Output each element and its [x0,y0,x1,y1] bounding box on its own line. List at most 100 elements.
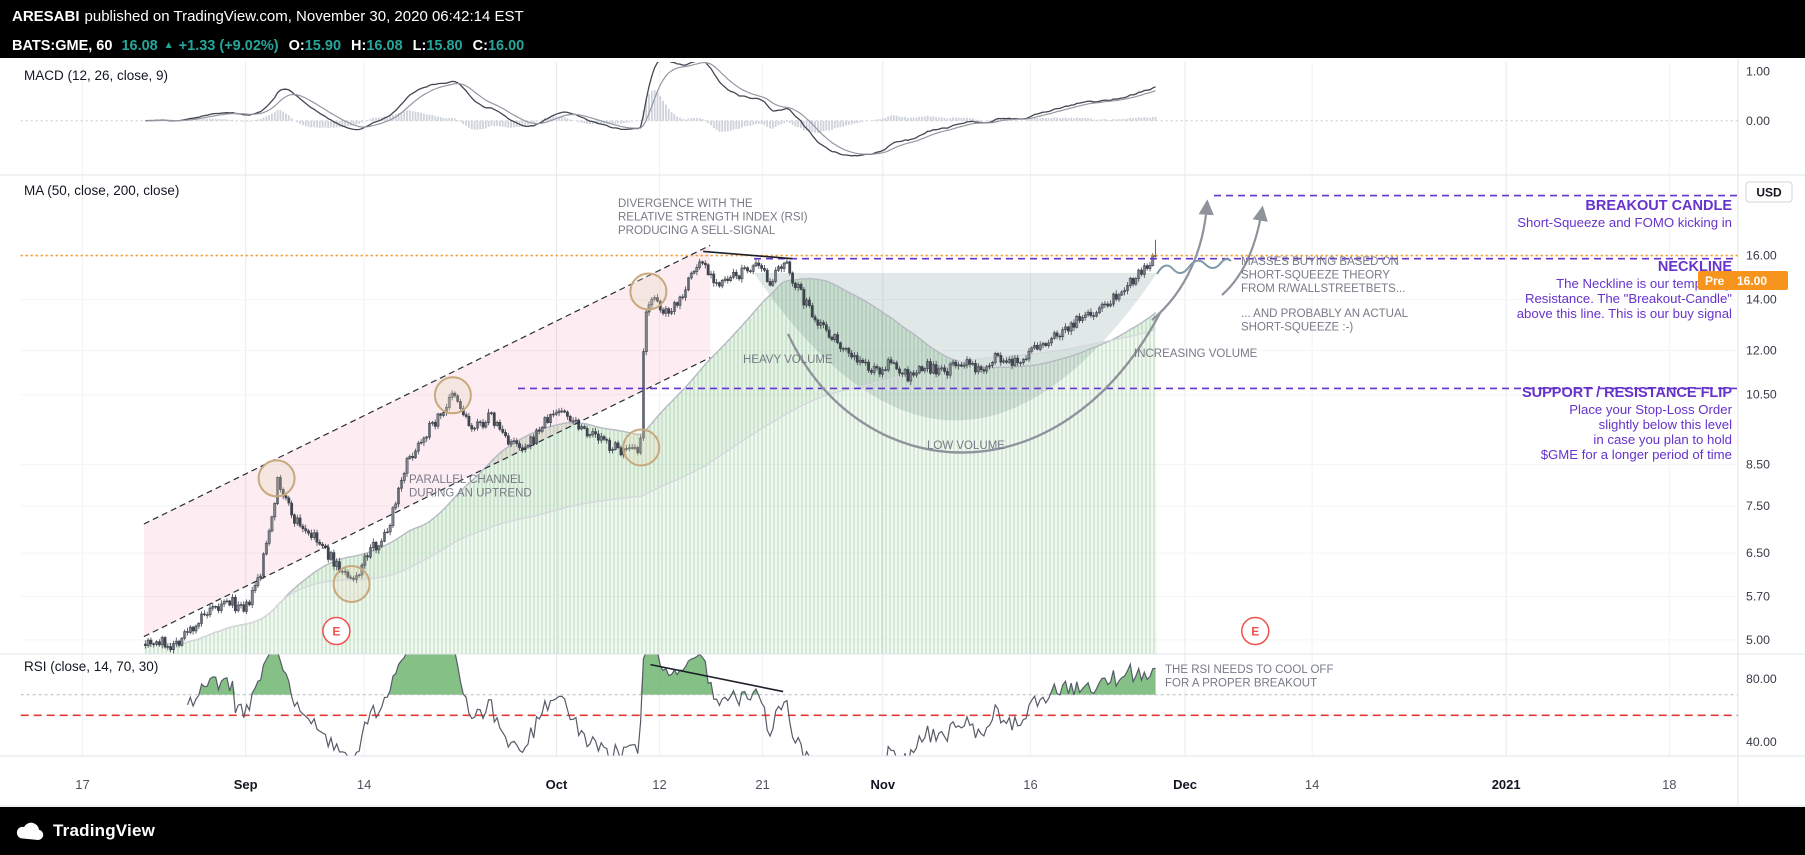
rsi-line [186,654,1156,756]
breakout-arrow-2 [1221,205,1268,296]
footer-bar: TradingView [0,807,1805,855]
handle-sketch-squiggle [1156,258,1232,275]
publish-info: published on TradingView.com, November 3… [84,8,524,25]
macd-pane[interactable] [20,60,1738,157]
price-tick-label: 5.70 [1746,590,1770,604]
macd-signal-line [145,62,1156,155]
candle-wicks [144,239,1156,654]
time-tick-label: 2021 [1492,777,1521,792]
callout-body: Place your Stop-Loss Order slightly below… [1541,402,1733,462]
macd-tick-label: 0.00 [1746,114,1770,128]
rsi-overbought-fill [187,654,1156,695]
price-tick-label: 5.00 [1746,633,1770,647]
macd-pane-title[interactable]: MACD (12, 26, close, 9) [24,68,168,83]
volume-shade-hatch [143,278,1157,654]
chart-note: PARALLEL CHANNEL DURING AN UPTREND [409,474,532,500]
price-tick-label: 7.50 [1746,499,1770,513]
premarket-badge-text: Pre 16.00 [1705,274,1767,288]
chart-note: INCREASING VOLUME [1134,348,1258,360]
rsi-pane[interactable] [20,652,1738,788]
rsi-tick-label: 80.00 [1746,672,1777,686]
price-change: +1.33 (+9.02%) [178,37,279,54]
channel-upper-line [143,244,711,525]
open-value: 15.90 [304,37,342,54]
callout-title: BREAKOUT CANDLE [1585,198,1732,214]
currency-button-frame [1745,181,1793,203]
premarket-label: Pre [1705,274,1725,288]
time-axis[interactable]: 17 Sep 14 Oct 12 21 Nov 16 Dec 14 2021 18 [75,777,1676,792]
ticker-bar: BATS:GME, 60 16.08 ▲ +1.33 (+9.02%) O: 15… [0,33,1805,58]
time-tick-label: 17 [75,777,89,792]
callout-body: Short-Squeeze and FOMO kicking in [1517,215,1732,230]
price-tick-label: 12.00 [1746,344,1777,358]
last-price: 16.08 [121,37,158,54]
low-value: 15.80 [426,37,463,54]
author-name: ARESABI [12,8,80,25]
up-arrow-icon: ▲ [163,40,174,51]
ma-pane-title[interactable]: MA (50, close, 200, close) [24,183,179,198]
touch-point-circle [332,565,371,603]
ma200-line [144,328,1156,647]
chart-note: HEAVY VOLUME [743,354,833,366]
channel-lower-line [143,357,711,638]
time-tick-label: Dec [1173,777,1197,792]
price-tick-label: 8.50 [1746,458,1770,472]
open-label: O: [288,37,305,54]
high-value: 16.08 [366,37,403,54]
chart-note: LOW VOLUME [927,440,1005,452]
chart-note: DIVERGENCE WITH THE RELATIVE STRENGTH IND… [618,198,808,237]
time-tick-label: 14 [357,777,371,792]
callout-title: SUPPORT / RESISTANCE FLIP [1522,385,1732,401]
close-value: 16.00 [487,37,525,54]
premarket-badge-frame [1698,271,1788,290]
rsi-pane-title[interactable]: RSI (close, 14, 70, 30) [24,659,158,674]
chart-note: ... AND PROBABLY AN ACTUAL SHORT-SQUEEZE … [1241,308,1409,334]
time-tick-label: Nov [871,777,896,792]
price-divergence-line [703,250,793,260]
tradingview-logo[interactable] [14,821,44,841]
tradingview-wordmark[interactable]: TradingView [53,821,156,840]
price-tick-label: 14.00 [1746,293,1777,307]
rsi-tick-label: 40.00 [1746,735,1777,749]
chart-note: MASSES BUYING BASED ON SHORT-SQUEEZE THEO… [1241,256,1405,295]
currency-toggle[interactable]: USD [1745,181,1793,203]
candlestick-series [143,239,1157,654]
low-label: L: [412,37,427,54]
price-tick-label: 10.50 [1746,388,1777,402]
annotations-layer: DIVERGENCE WITH THE RELATIVE STRENGTH IND… [409,198,1733,690]
earnings-marker-label: E [1251,625,1259,639]
price-tick-label: 16.00 [1746,249,1777,263]
callout-body: The Neckline is our temporary Resistance.… [1517,276,1733,321]
premarket-price-badge: Pre 16.00 [1698,271,1788,290]
pane-separators [0,58,1805,807]
close-label: C: [472,37,488,54]
touch-point-circle [257,459,296,498]
earnings-marker-circle[interactable] [322,616,351,646]
price-tick-label: 6.50 [1746,546,1770,560]
time-tick-label: 12 [652,777,666,792]
time-tick-label: 16 [1023,777,1037,792]
macd-tick-label: 1.00 [1746,64,1770,78]
time-tick-label: Sep [234,777,258,792]
time-tick-label: Oct [546,777,568,792]
touch-point-circle [629,272,668,311]
publish-header: ARESABI published on TradingView.com, No… [0,0,1805,33]
price-axis[interactable]: 16.00 14.00 12.00 10.50 8.50 7.50 6.50 5.70 5.00… [1746,64,1777,749]
symbol-label[interactable]: BATS:GME, 60 [12,37,113,54]
price-axis-background [1738,58,1805,807]
earnings-marker-label: E [332,625,340,639]
time-tick-label: 18 [1662,777,1676,792]
breakout-arrow-1 [1151,199,1214,321]
earnings-marker-circle[interactable] [1241,616,1270,646]
cup-outline [786,312,1162,454]
time-tick-label: 21 [755,777,769,792]
chart-note: THE RSI NEEDS TO COOL OFF FOR A PROPER BR… [1165,664,1333,690]
high-label: H: [351,37,367,54]
time-tick-label: 14 [1305,777,1319,792]
premarket-value: 16.00 [1737,274,1767,288]
cup-fill [754,273,1157,421]
rsi-divergence-line [650,663,784,693]
